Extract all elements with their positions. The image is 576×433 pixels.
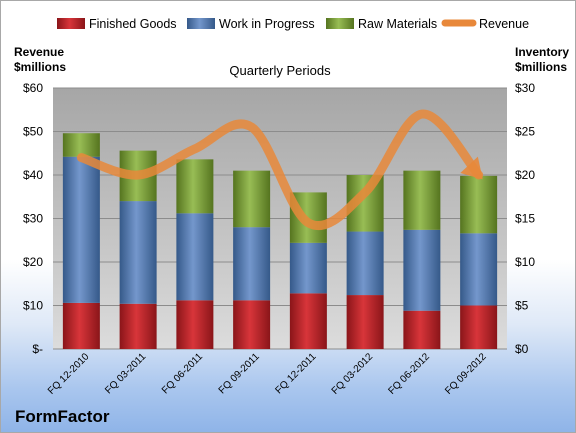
bars [62, 133, 498, 349]
left-tick-label: $10 [23, 299, 43, 313]
left-tick-label: $30 [23, 212, 43, 226]
bar-segment-wip [403, 229, 441, 311]
left-axis-title-line2: $millions [14, 60, 66, 74]
legend-label-work-in-progress: Work in Progress [219, 17, 315, 31]
x-tick-label: FQ 06-2012 [386, 351, 432, 397]
left-tick-label: $60 [23, 81, 43, 95]
right-tick-label: $25 [515, 125, 535, 139]
legend-label-raw-materials: Raw Materials [358, 17, 437, 31]
legend-swatch-work-in-progress [187, 18, 215, 29]
x-tick-label: FQ 09-2011 [217, 351, 262, 396]
legend-item-finished-goods[interactable]: Finished Goods [57, 17, 177, 31]
left-tick-labels: $- $10 $20 $30 $40 $50 $60 [23, 81, 43, 356]
bar-segment-wip [233, 227, 271, 301]
right-axis-title-line1: Inventory [515, 45, 569, 59]
bar-segment-wip [460, 233, 498, 306]
bar-segment-finished-goods [460, 305, 498, 349]
right-tick-label: $15 [515, 212, 535, 226]
bar-segment-wip [119, 201, 157, 304]
left-tick-label: $50 [23, 125, 43, 139]
legend-swatch-raw-materials [326, 18, 354, 29]
bar-segment-finished-goods [233, 300, 271, 349]
x-tick-label: FQ 03-2012 [330, 351, 376, 397]
bar-segment-raw-materials [176, 159, 214, 214]
bar-segment-raw-materials [62, 133, 100, 157]
bar-segment-finished-goods [346, 295, 384, 349]
legend-label-revenue: Revenue [479, 17, 529, 31]
legend-item-revenue[interactable]: Revenue [441, 17, 529, 31]
bar-segment-finished-goods [62, 302, 100, 349]
left-axis-title-line1: Revenue [14, 45, 64, 59]
revenue-line [76, 109, 484, 230]
bar-segment-wip [346, 231, 384, 296]
bar-segment-wip [176, 213, 214, 301]
x-tick-label: FQ 12-2010 [46, 351, 92, 397]
left-tick-label: $40 [23, 168, 43, 182]
bar-segment-finished-goods [176, 300, 214, 349]
bar-segment-raw-materials [460, 175, 498, 234]
right-tick-labels: $0 $5 $10 $15 $20 $25 $30 [515, 81, 535, 356]
x-tick-label: FQ 12-2011 [274, 351, 319, 396]
bar-segment-finished-goods [403, 310, 441, 349]
x-tick-label: FQ 03-2011 [103, 351, 148, 396]
bar-segment-raw-materials [233, 170, 271, 228]
revenue-line-layer [76, 109, 484, 230]
right-tick-label: $10 [515, 255, 535, 269]
right-tick-label: $20 [515, 168, 535, 182]
left-tick-label: $- [32, 342, 43, 356]
left-tick-label: $20 [23, 255, 43, 269]
x-tick-label: FQ 09-2012 [443, 351, 489, 397]
right-tick-label: $30 [515, 81, 535, 95]
bar-segment-finished-goods [289, 293, 327, 349]
bar-segment-wip [62, 156, 100, 303]
right-tick-label: $0 [515, 342, 529, 356]
brand-label: FormFactor [15, 407, 110, 426]
legend-swatch-finished-goods [57, 18, 85, 29]
legend: Finished Goods Work in Progress Raw Mate… [57, 17, 529, 31]
x-tick-label: FQ 06-2011 [160, 351, 205, 396]
right-axis-title-line2: $millions [515, 60, 567, 74]
bar-segment-wip [289, 242, 327, 294]
x-tick-labels: FQ 12-2010 FQ 03-2011 FQ 06-2011 FQ 09-2011… [46, 351, 489, 397]
legend-label-finished-goods: Finished Goods [89, 17, 177, 31]
bar-segment-raw-materials [403, 170, 441, 230]
legend-item-work-in-progress[interactable]: Work in Progress [187, 17, 315, 31]
legend-item-raw-materials[interactable]: Raw Materials [326, 17, 437, 31]
right-tick-label: $5 [515, 299, 529, 313]
chart-title: Quarterly Periods [229, 63, 331, 78]
bar-segment-finished-goods [119, 303, 157, 349]
revenue-arrowhead [460, 156, 483, 180]
